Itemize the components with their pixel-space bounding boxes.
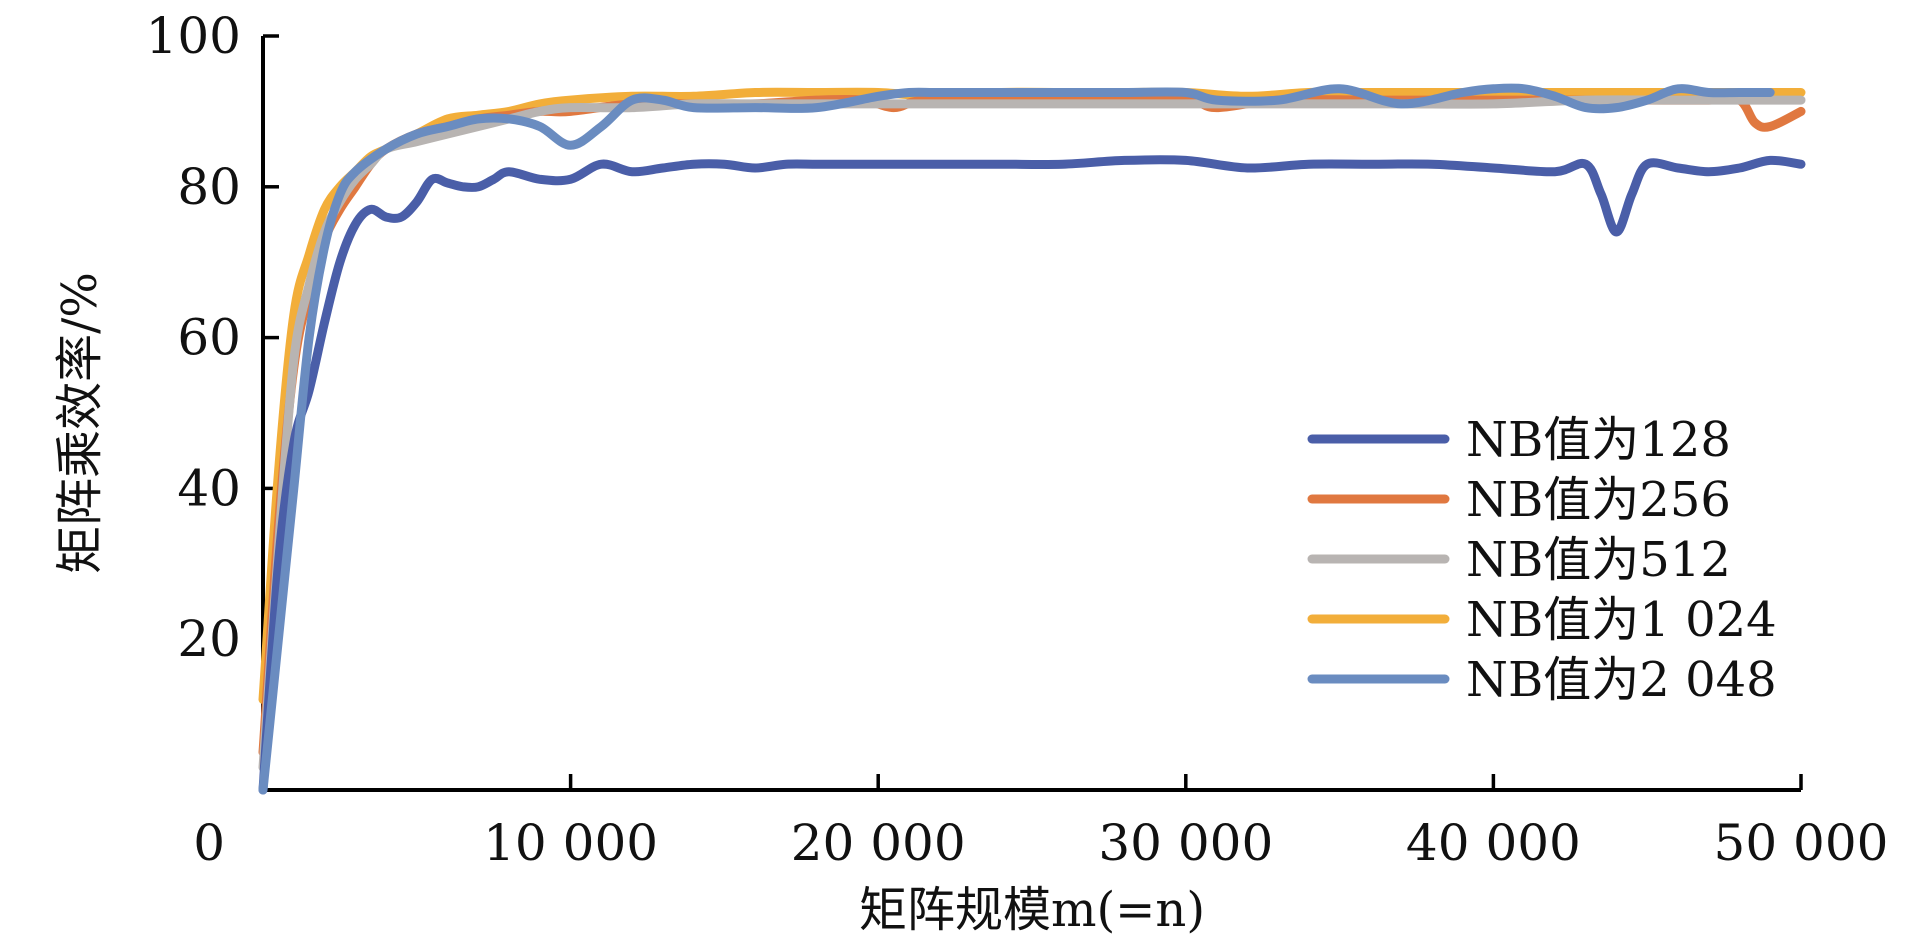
legend-label: NB值为512 — [1466, 532, 1731, 588]
y-tick-label: 100 — [146, 7, 241, 65]
x-tick-label: 50 000 — [1714, 814, 1889, 872]
series-lines — [258, 83, 1806, 795]
y-tick-label: 20 — [177, 610, 241, 668]
y-tick-label: 40 — [177, 459, 241, 517]
series-line-5 — [258, 83, 1775, 795]
x-tick-label: 20 000 — [791, 814, 966, 872]
x-tick-label: 30 000 — [1098, 814, 1273, 872]
y-axis-title: 矩阵乘效率/% — [52, 272, 108, 574]
series-line-1 — [258, 155, 1806, 795]
x-tick-label: 40 000 — [1406, 814, 1581, 872]
series-line-4 — [258, 87, 1806, 704]
x-axis-title: 矩阵规模m(=n) — [859, 882, 1205, 938]
ticks: 20 40 60 80 100 0 10 000 20 000 30 000 40 000 50 0… — [146, 7, 1889, 872]
legend-label: NB值为128 — [1466, 412, 1731, 468]
x-tick-label: 10 000 — [483, 814, 658, 872]
legend-label: NB值为256 — [1466, 472, 1731, 528]
legend-label: NB值为1 024 — [1466, 592, 1777, 648]
y-tick-label: 60 — [177, 309, 241, 367]
y-tick-label: 80 — [177, 158, 241, 216]
x-tick-label: 0 — [193, 814, 225, 872]
legend-label: NB值为2 048 — [1466, 652, 1777, 708]
